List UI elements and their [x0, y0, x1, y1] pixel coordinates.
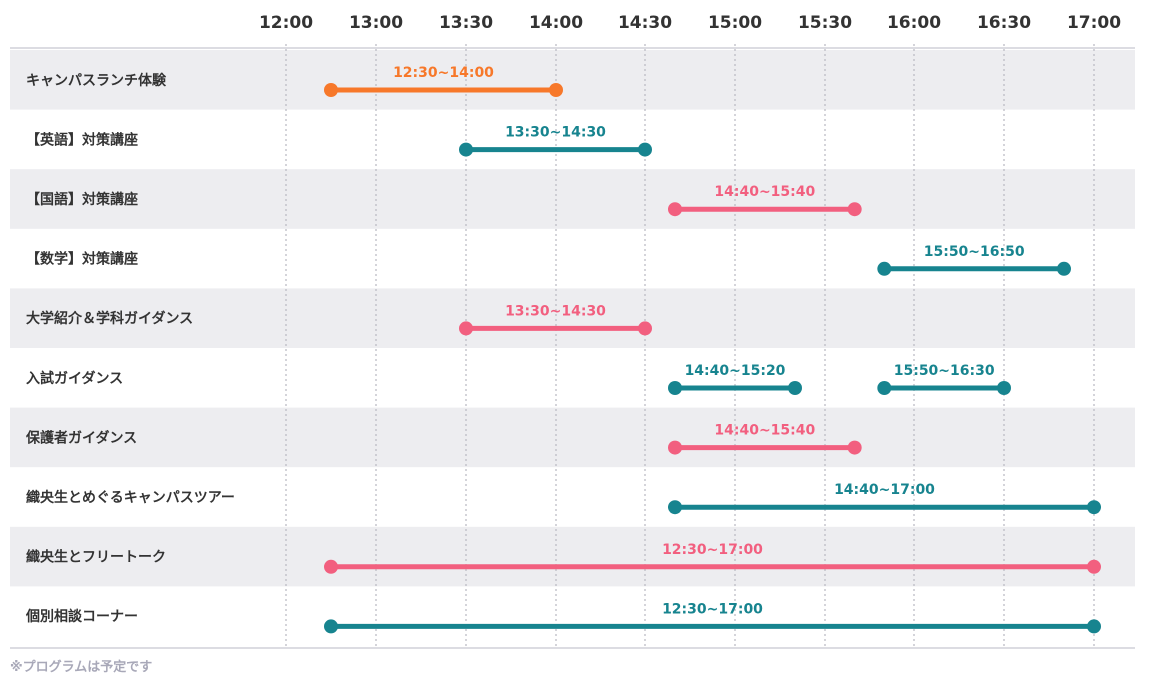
row-label: 織央生とめぐるキャンパスツアー: [26, 489, 235, 506]
start-dot: [324, 619, 338, 634]
time-tick-label: 12:00: [259, 13, 313, 33]
footnote: ※プログラムは予定です: [10, 660, 153, 675]
end-dot: [638, 321, 652, 336]
time-tick-label: 15:30: [798, 13, 852, 33]
time-tick-label: 14:30: [618, 13, 672, 33]
time-range-label: 12:30~14:00: [393, 65, 494, 81]
start-dot: [668, 500, 682, 515]
start-dot: [324, 559, 338, 574]
row-label: 入試ガイダンス: [26, 370, 123, 387]
end-dot: [847, 202, 862, 217]
time-range-label: 15:50~16:50: [924, 244, 1025, 260]
start-dot: [668, 381, 682, 395]
start-dot: [324, 83, 338, 97]
end-dot: [1087, 619, 1101, 634]
end-dot: [847, 440, 862, 455]
start-dot: [459, 321, 473, 336]
end-dot: [549, 83, 563, 97]
time-range-label: 14:40~15:40: [714, 184, 815, 200]
end-dot: [638, 142, 652, 157]
row-label: 【数学】対策講座: [26, 251, 138, 268]
row-label: 保護者ガイダンス: [25, 429, 137, 446]
row-label: キャンパスランチ体験: [26, 72, 167, 89]
time-tick-label: 13:30: [439, 13, 493, 33]
row-background: [10, 288, 1135, 348]
end-dot: [1057, 261, 1071, 276]
time-tick-label: 16:30: [977, 13, 1031, 33]
time-tick-label: 14:00: [529, 13, 583, 33]
end-dot: [1087, 559, 1101, 574]
time-range-label: 14:40~17:00: [834, 482, 935, 498]
start-dot: [668, 202, 682, 217]
time-range-label: 14:40~15:20: [685, 363, 786, 379]
row-label: 個別相談コーナー: [25, 608, 138, 625]
row-background: [10, 407, 1135, 468]
start-dot: [877, 261, 892, 276]
time-tick-label: 15:00: [708, 13, 762, 33]
time-tick-label: 17:00: [1067, 13, 1121, 33]
time-tick-label: 16:00: [887, 13, 941, 33]
start-dot: [877, 381, 892, 395]
end-dot: [997, 381, 1011, 395]
end-dot: [788, 381, 802, 395]
time-range-label: 13:30~14:30: [505, 125, 606, 141]
row-background: [10, 169, 1135, 229]
row-background: [10, 50, 1135, 110]
row-background: [10, 526, 1135, 587]
time-range-label: 14:40~15:40: [714, 423, 815, 439]
time-range-label: 12:30~17:00: [662, 601, 763, 617]
time-range-label: 15:50~16:30: [894, 363, 995, 379]
time-tick-label: 13:00: [349, 13, 403, 33]
start-dot: [668, 440, 682, 455]
row-label: 【英語】対策講座: [26, 131, 138, 148]
row-label: 織央生とフリートーク: [26, 549, 166, 566]
time-range-label: 13:30~14:30: [505, 303, 606, 319]
end-dot: [1087, 500, 1101, 515]
row-label: 大学紹介＆学科ガイダンス: [26, 310, 193, 327]
time-range-label: 12:30~17:00: [662, 542, 763, 558]
start-dot: [459, 142, 473, 157]
row-label: 【国語】対策講座: [26, 191, 138, 208]
